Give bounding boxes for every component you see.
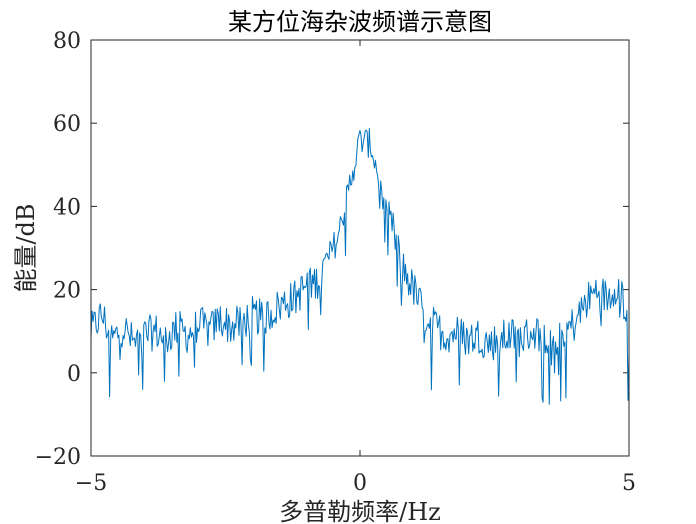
x-tick-label: 0 — [353, 471, 367, 496]
y-tick-label: −20 — [35, 445, 81, 470]
y-tick-label: 20 — [53, 279, 81, 304]
spectrum-line — [90, 128, 630, 405]
tick-labels: −5 0 5 −20 0 20 40 60 80 — [35, 29, 636, 496]
plot-area — [91, 40, 629, 456]
axes-box — [90, 39, 630, 457]
y-tick-label: 80 — [53, 29, 81, 54]
chart-title: 某方位海杂波频谱示意图 — [228, 8, 492, 36]
y-tick-label: 0 — [67, 362, 81, 387]
y-tick-label: 40 — [53, 195, 81, 220]
x-tick-label: 5 — [622, 471, 636, 496]
y-axis-title: 能量/dB — [12, 203, 40, 292]
y-tick-label: 60 — [53, 112, 81, 137]
x-axis-title: 多普勒频率/Hz — [279, 498, 441, 524]
x-tick-label: −5 — [75, 471, 107, 496]
